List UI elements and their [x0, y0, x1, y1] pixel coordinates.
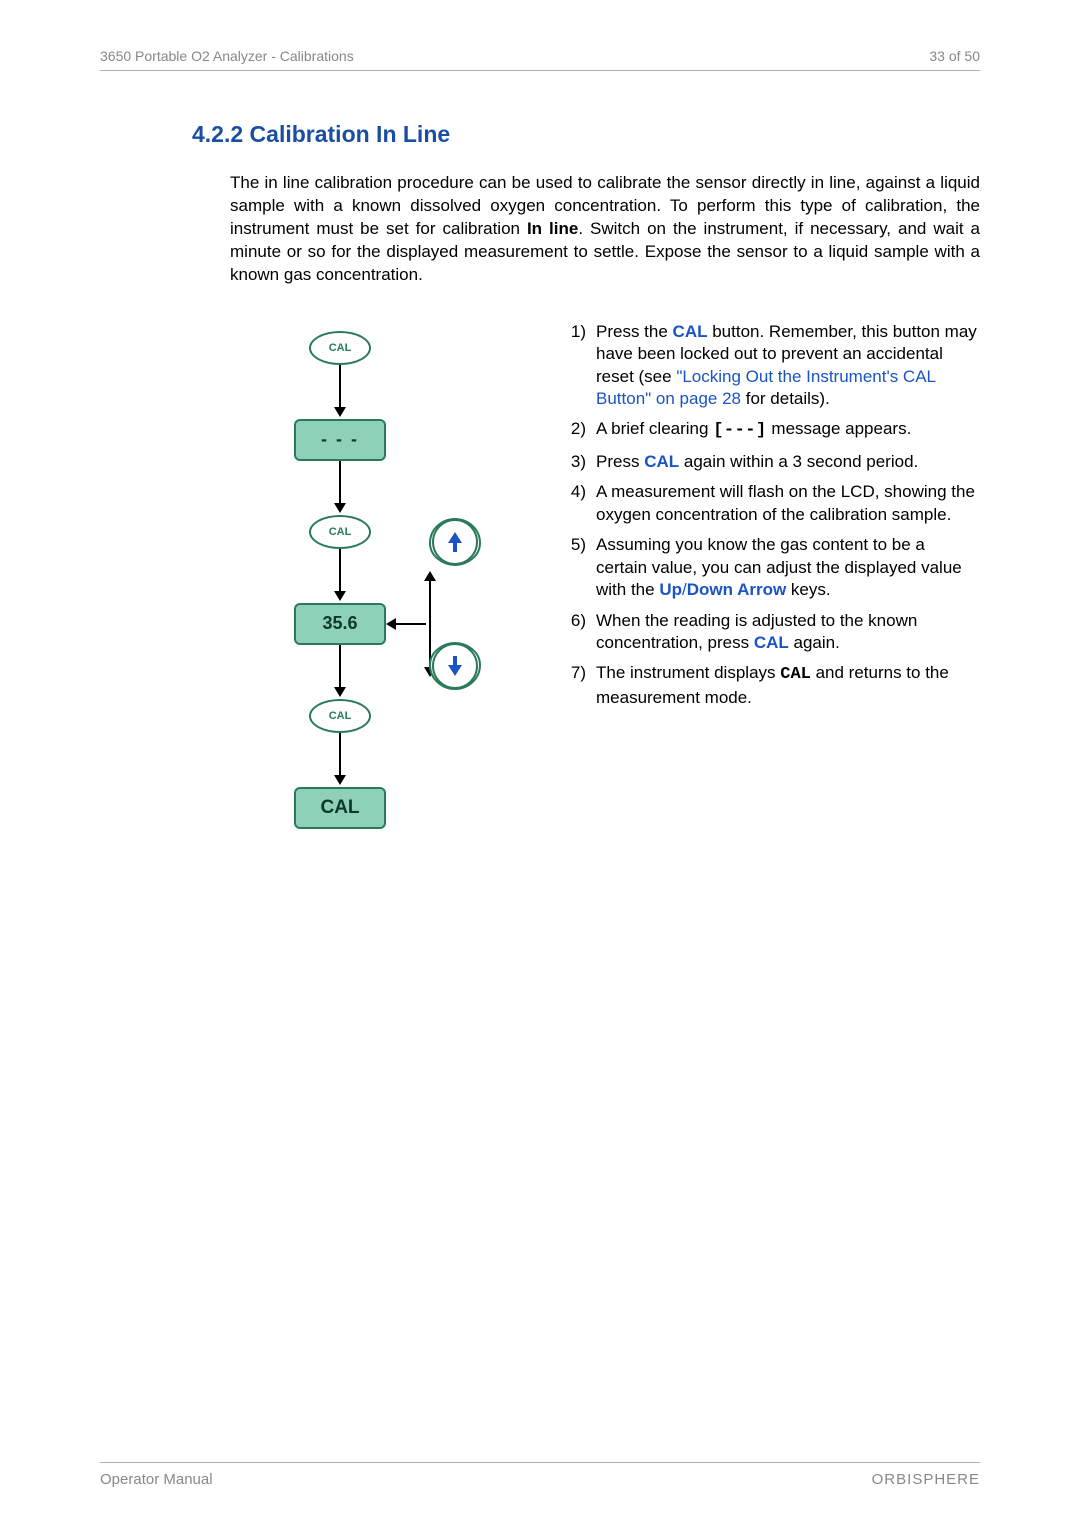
- step-text: When the reading is adjusted to the know…: [596, 610, 980, 655]
- footer-left: Operator Manual: [100, 1471, 213, 1488]
- clearing-display: - - -: [294, 419, 386, 461]
- cal-label: CAL: [329, 342, 352, 354]
- step-text: The instrument displays CAL and returns …: [596, 662, 980, 709]
- down-arrow-button: [432, 643, 478, 689]
- text: CAL: [780, 665, 811, 684]
- header-left: 3650 Portable O2 Analyzer - Calibrations: [100, 48, 354, 64]
- arrow-down-5: [330, 733, 350, 785]
- text: message appears.: [767, 419, 912, 438]
- text: for details).: [741, 389, 830, 408]
- arrow-down-2: [330, 461, 350, 513]
- step-number: 6): [568, 610, 596, 655]
- cal-label-3: CAL: [329, 710, 352, 722]
- step-1: 1)Press the CAL button. Remember, this b…: [568, 321, 980, 411]
- page-header: 3650 Portable O2 Analyzer - Calibrations…: [100, 48, 980, 71]
- arrow-down-1: [330, 365, 350, 417]
- text: again.: [789, 633, 840, 652]
- section-title: 4.2.2 Calibration In Line: [192, 121, 980, 148]
- step-2: 2)A brief clearing [---] message appears…: [568, 418, 980, 442]
- step-number: 4): [568, 481, 596, 526]
- text: Press the: [596, 322, 673, 341]
- step-number: 1): [568, 321, 596, 411]
- text: keys.: [786, 580, 830, 599]
- link-text: CAL: [644, 452, 679, 471]
- text: A brief clearing: [596, 419, 713, 438]
- step-text: Press CAL again within a 3 second period…: [596, 451, 980, 473]
- step-6: 6)When the reading is adjusted to the kn…: [568, 610, 980, 655]
- cal-final-text: CAL: [320, 797, 359, 819]
- text: A measurement will flash on the LCD, sho…: [596, 482, 975, 523]
- arrow-down-3: [330, 549, 350, 601]
- step-number: 7): [568, 662, 596, 709]
- measurement-display: 35.6: [294, 603, 386, 645]
- step-text: Press the CAL button. Remember, this but…: [596, 321, 980, 411]
- step-5: 5)Assuming you know the gas content to b…: [568, 534, 980, 601]
- arrow-down-4: [330, 645, 350, 697]
- step-number: 5): [568, 534, 596, 601]
- link-text: CAL: [754, 633, 789, 652]
- text: [---]: [713, 421, 767, 440]
- steps-list: 1)Press the CAL button. Remember, this b…: [540, 321, 980, 881]
- link-text: CAL: [673, 322, 708, 341]
- section-intro: The in line calibration procedure can be…: [230, 172, 980, 287]
- step-4: 4)A measurement will flash on the LCD, s…: [568, 481, 980, 526]
- text: again within a 3 second period.: [679, 452, 918, 471]
- step-text: Assuming you know the gas content to be …: [596, 534, 980, 601]
- cal-button-2: CAL: [309, 515, 371, 549]
- header-right: 33 of 50: [929, 48, 980, 64]
- up-arrow-button: [432, 519, 478, 565]
- cal-final-display: CAL: [294, 787, 386, 829]
- clearing-text: - - -: [321, 429, 359, 450]
- step-3: 3)Press CAL again within a 3 second peri…: [568, 451, 980, 473]
- cal-label-2: CAL: [329, 526, 352, 538]
- step-7: 7)The instrument displays CAL and return…: [568, 662, 980, 709]
- link-text: Up: [659, 580, 682, 599]
- flow-diagram: CAL - - - CAL: [230, 321, 540, 881]
- step-number: 3): [568, 451, 596, 473]
- cal-button-3: CAL: [309, 699, 371, 733]
- page-footer: Operator Manual ORBISPHERE: [100, 1462, 980, 1488]
- step-text: A measurement will flash on the LCD, sho…: [596, 481, 980, 526]
- cal-button-1: CAL: [309, 331, 371, 365]
- measurement-text: 35.6: [322, 613, 357, 634]
- link-text: Down Arrow: [687, 580, 786, 599]
- footer-right: ORBISPHERE: [872, 1471, 980, 1488]
- text: Press: [596, 452, 644, 471]
- step-number: 2): [568, 418, 596, 442]
- intro-bold: In line: [527, 219, 578, 238]
- text: The instrument displays: [596, 663, 780, 682]
- step-text: A brief clearing [---] message appears.: [596, 418, 980, 442]
